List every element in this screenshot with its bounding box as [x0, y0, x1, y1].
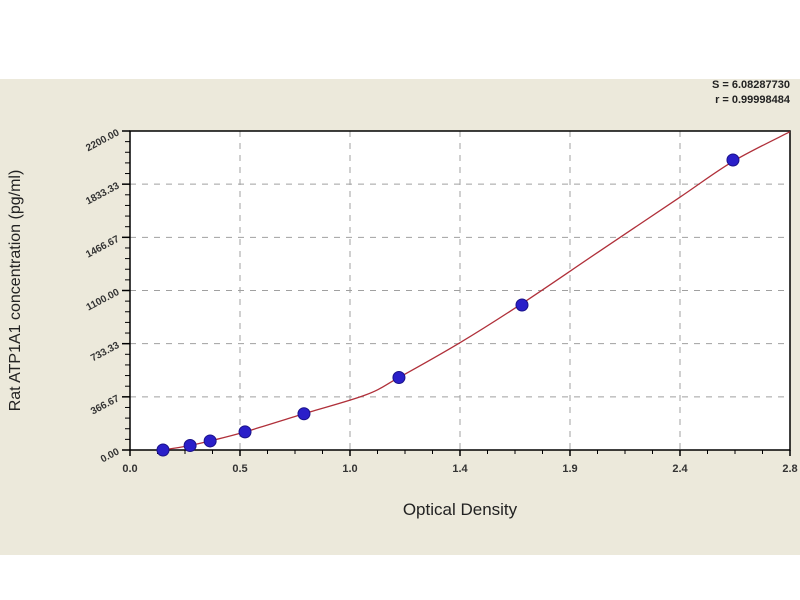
y-axis-label: Rat ATP1A1 concentration (pg/ml): [7, 170, 24, 412]
data-point: [203, 434, 217, 448]
y-tick-label: 366.67: [89, 393, 122, 417]
y-tick-label: 2200.00: [84, 127, 121, 154]
x-tick-label: 1.4: [452, 463, 468, 475]
x-axis-label: Optical Density: [403, 500, 518, 519]
y-tick-label: 733.33: [89, 340, 122, 364]
stat-s: S = 6.08287730: [712, 79, 790, 91]
x-tick-label: 0.5: [232, 463, 247, 475]
plot-border: [129, 130, 791, 451]
data-point: [726, 153, 740, 167]
x-tick-label: 0.0: [122, 463, 137, 475]
y-tick-label: 0.00: [99, 446, 122, 465]
x-tick-label: 2.8: [782, 463, 797, 475]
x-tick-label: 1.9: [562, 463, 577, 475]
y-tick-label: 1833.33: [84, 180, 121, 207]
data-point: [392, 371, 406, 384]
data-point: [183, 438, 197, 452]
data-point: [515, 298, 529, 312]
data-point: [156, 443, 170, 457]
y-tick-label: 1100.00: [85, 287, 122, 314]
data-point: [297, 407, 311, 421]
x-tick-label: 1.0: [342, 463, 357, 475]
stat-r: r = 0.99998484: [715, 94, 790, 106]
data-point: [238, 425, 252, 439]
y-tick-label: 1466.67: [84, 234, 121, 261]
x-tick-label: 2.4: [672, 463, 688, 475]
